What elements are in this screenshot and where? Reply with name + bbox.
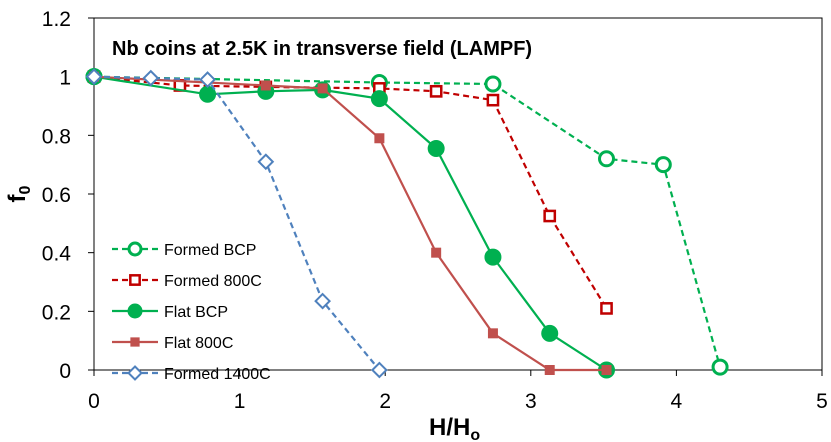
legend-item: Formed 800C — [112, 273, 262, 290]
data-point — [427, 140, 445, 158]
data-point — [601, 365, 612, 375]
data-point — [486, 93, 500, 107]
x-tick-label: 3 — [525, 390, 537, 413]
series-line — [93, 75, 608, 371]
data-point — [127, 303, 143, 319]
legend-label: Formed 1400C — [164, 366, 271, 383]
data-point — [314, 292, 332, 310]
series-line — [93, 75, 607, 372]
data-point — [598, 150, 616, 168]
y-tick-label: 1 — [59, 67, 71, 90]
legend-item: Flat 800C — [112, 335, 233, 352]
data-point — [130, 337, 140, 347]
data-point — [127, 365, 143, 381]
x-tick-label: 0 — [88, 390, 100, 413]
legend-label: Flat BCP — [164, 304, 228, 321]
data-point — [654, 156, 672, 174]
y-tick-label: 0.2 — [42, 301, 71, 324]
data-point — [317, 83, 328, 94]
data-point — [257, 153, 275, 171]
x-tick-label: 4 — [671, 390, 683, 413]
data-point — [129, 274, 141, 286]
series-formed-bcp — [85, 68, 729, 376]
y-axis-label-sub: 0 — [17, 185, 34, 194]
data-point — [370, 90, 388, 108]
data-point — [484, 75, 502, 93]
x-axis-label-main: H/H — [429, 414, 470, 441]
legend-label: Flat 800C — [164, 335, 233, 352]
series-formed-1400c — [85, 68, 388, 379]
y-tick-label: 0.8 — [42, 125, 71, 148]
y-axis-label: f0 — [4, 185, 34, 202]
x-tick-label: 1 — [234, 390, 246, 413]
x-tick-label: 5 — [816, 390, 828, 413]
y-axis-ticks: 0 0.2 0.4 0.6 0.8 1 1.2 — [42, 8, 94, 383]
y-tick-label: 0 — [59, 360, 71, 383]
data-point — [544, 365, 555, 375]
series-line — [93, 75, 608, 309]
data-point — [487, 328, 498, 339]
chart-title: Nb coins at 2.5K in transverse field (LA… — [112, 38, 532, 60]
series-line — [93, 75, 381, 371]
data-point — [541, 324, 559, 342]
y-tick-label: 0.6 — [42, 184, 71, 207]
data-point — [260, 80, 271, 91]
legend-item: Formed 1400C — [112, 365, 271, 383]
y-tick-label: 1.2 — [42, 8, 71, 31]
legend-item: Formed BCP — [112, 241, 256, 259]
x-axis-label-sub: o — [470, 427, 480, 442]
data-point — [543, 209, 557, 223]
data-point — [431, 247, 442, 258]
x-tick-label: 2 — [379, 390, 391, 413]
data-point — [142, 69, 160, 87]
y-tick-label: 0.4 — [42, 243, 72, 266]
data-point — [484, 248, 502, 266]
legend-label: Formed BCP — [164, 242, 256, 259]
series-flat-800c — [89, 71, 612, 375]
series-layer — [85, 68, 729, 379]
data-point — [429, 84, 443, 98]
data-point — [85, 68, 103, 86]
data-point — [374, 133, 385, 144]
legend-item: Flat BCP — [112, 303, 228, 321]
data-point — [127, 241, 143, 257]
legend-label: Formed 800C — [164, 273, 262, 290]
series-line — [93, 75, 722, 368]
data-point — [370, 361, 388, 379]
y-axis-label-main: f — [4, 193, 31, 202]
series-flat-bcp — [85, 68, 616, 379]
data-point — [199, 71, 216, 89]
data-point — [711, 358, 729, 376]
x-axis-label: H/Ho — [429, 414, 480, 442]
legend: Formed BCP Formed 800C Flat BCP Flat 800C Fo… — [112, 241, 271, 383]
data-point — [600, 302, 613, 315]
